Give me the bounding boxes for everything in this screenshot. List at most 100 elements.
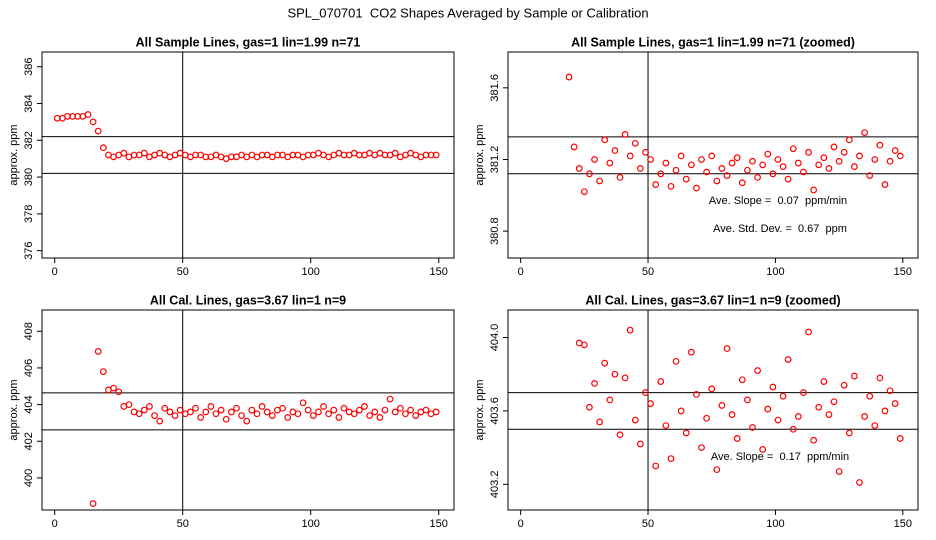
point [810, 186, 818, 194]
point [642, 148, 649, 156]
point [616, 173, 624, 181]
point [238, 412, 245, 419]
y-axis-label: approx. ppm [8, 124, 20, 185]
point [861, 129, 868, 137]
point [611, 370, 619, 378]
point [667, 455, 675, 463]
point [366, 412, 374, 419]
panel-title: All Cal. Lines, gas=3.67 lin=1 n=9 (zoom… [585, 293, 840, 307]
x-tick-label: 0 [518, 518, 524, 530]
point [759, 446, 767, 453]
point [151, 412, 158, 419]
plot-area [42, 52, 454, 258]
point [115, 388, 123, 396]
point [779, 163, 787, 171]
x-tick-label: 150 [430, 266, 448, 278]
y-tick-label: 400 [23, 469, 35, 487]
point [125, 401, 133, 408]
point [631, 139, 639, 147]
point [881, 407, 889, 415]
point [355, 406, 363, 414]
y-tick-label: 381.6 [489, 74, 501, 102]
point [662, 422, 670, 429]
point [738, 376, 746, 384]
point [800, 389, 807, 396]
point [371, 408, 379, 416]
point [407, 406, 414, 414]
point [840, 148, 848, 156]
point [212, 410, 220, 418]
y-tick-label: 380.8 [489, 217, 501, 245]
x-tick-label: 0 [52, 266, 58, 278]
plot-frame [507, 51, 919, 259]
panel-title: All Sample Lines, gas=1 lin=1.99 n=71 [136, 35, 361, 49]
y-axis-label: approx. ppm [8, 379, 20, 440]
x-tick-label: 100 [766, 266, 784, 278]
point [422, 406, 430, 414]
point [703, 414, 711, 422]
point [738, 179, 746, 187]
point [805, 148, 812, 156]
point [733, 154, 741, 162]
x-tick-label: 150 [894, 518, 912, 530]
point [110, 384, 117, 392]
x-tick-label: 150 [894, 266, 912, 278]
y-tick-label: 381.2 [489, 146, 501, 174]
plot-frame [41, 51, 455, 259]
point [769, 170, 777, 178]
panel-title: All Sample Lines, gas=1 lin=1.99 n=71 (z… [571, 35, 855, 49]
point [851, 372, 858, 380]
point [99, 368, 107, 375]
point [325, 410, 333, 418]
point [330, 406, 338, 414]
point [693, 184, 700, 192]
point [284, 414, 292, 421]
point [876, 374, 884, 382]
point [728, 159, 736, 167]
point [682, 175, 690, 183]
point [565, 73, 573, 81]
point [140, 149, 148, 157]
x-tick-label: 50 [177, 518, 189, 530]
plot-frame [41, 309, 455, 511]
point [805, 328, 812, 336]
point [672, 166, 680, 174]
point [217, 406, 225, 414]
x-tick-label: 0 [52, 518, 58, 530]
point [743, 396, 751, 404]
point [596, 418, 604, 426]
point [140, 406, 148, 414]
point [580, 188, 588, 196]
point [586, 170, 593, 178]
point [871, 156, 879, 163]
point [871, 422, 879, 429]
point [611, 147, 619, 154]
plot-area [508, 52, 918, 258]
point [881, 181, 889, 188]
point [89, 118, 97, 126]
point [718, 165, 726, 172]
point [146, 403, 153, 410]
point [815, 161, 823, 169]
point [764, 405, 772, 413]
y-tick-label: 382 [23, 131, 35, 149]
point [171, 412, 179, 419]
point [386, 395, 394, 403]
x-tick-label: 50 [642, 518, 654, 530]
point [794, 413, 802, 420]
point [279, 404, 286, 412]
point [891, 400, 899, 407]
point [596, 177, 604, 185]
panel: All Cal. Lines, gas=3.67 lin=1 n=9 (zoom… [474, 293, 919, 530]
plot-frame [507, 309, 919, 511]
point [861, 413, 868, 420]
point [616, 431, 624, 439]
y-tick-label: 402 [23, 432, 35, 450]
point [299, 399, 307, 407]
point [840, 381, 848, 389]
point [677, 152, 685, 160]
point [621, 374, 629, 382]
point [830, 143, 838, 151]
y-axis-label: approx. ppm [474, 379, 486, 440]
point [896, 152, 904, 160]
